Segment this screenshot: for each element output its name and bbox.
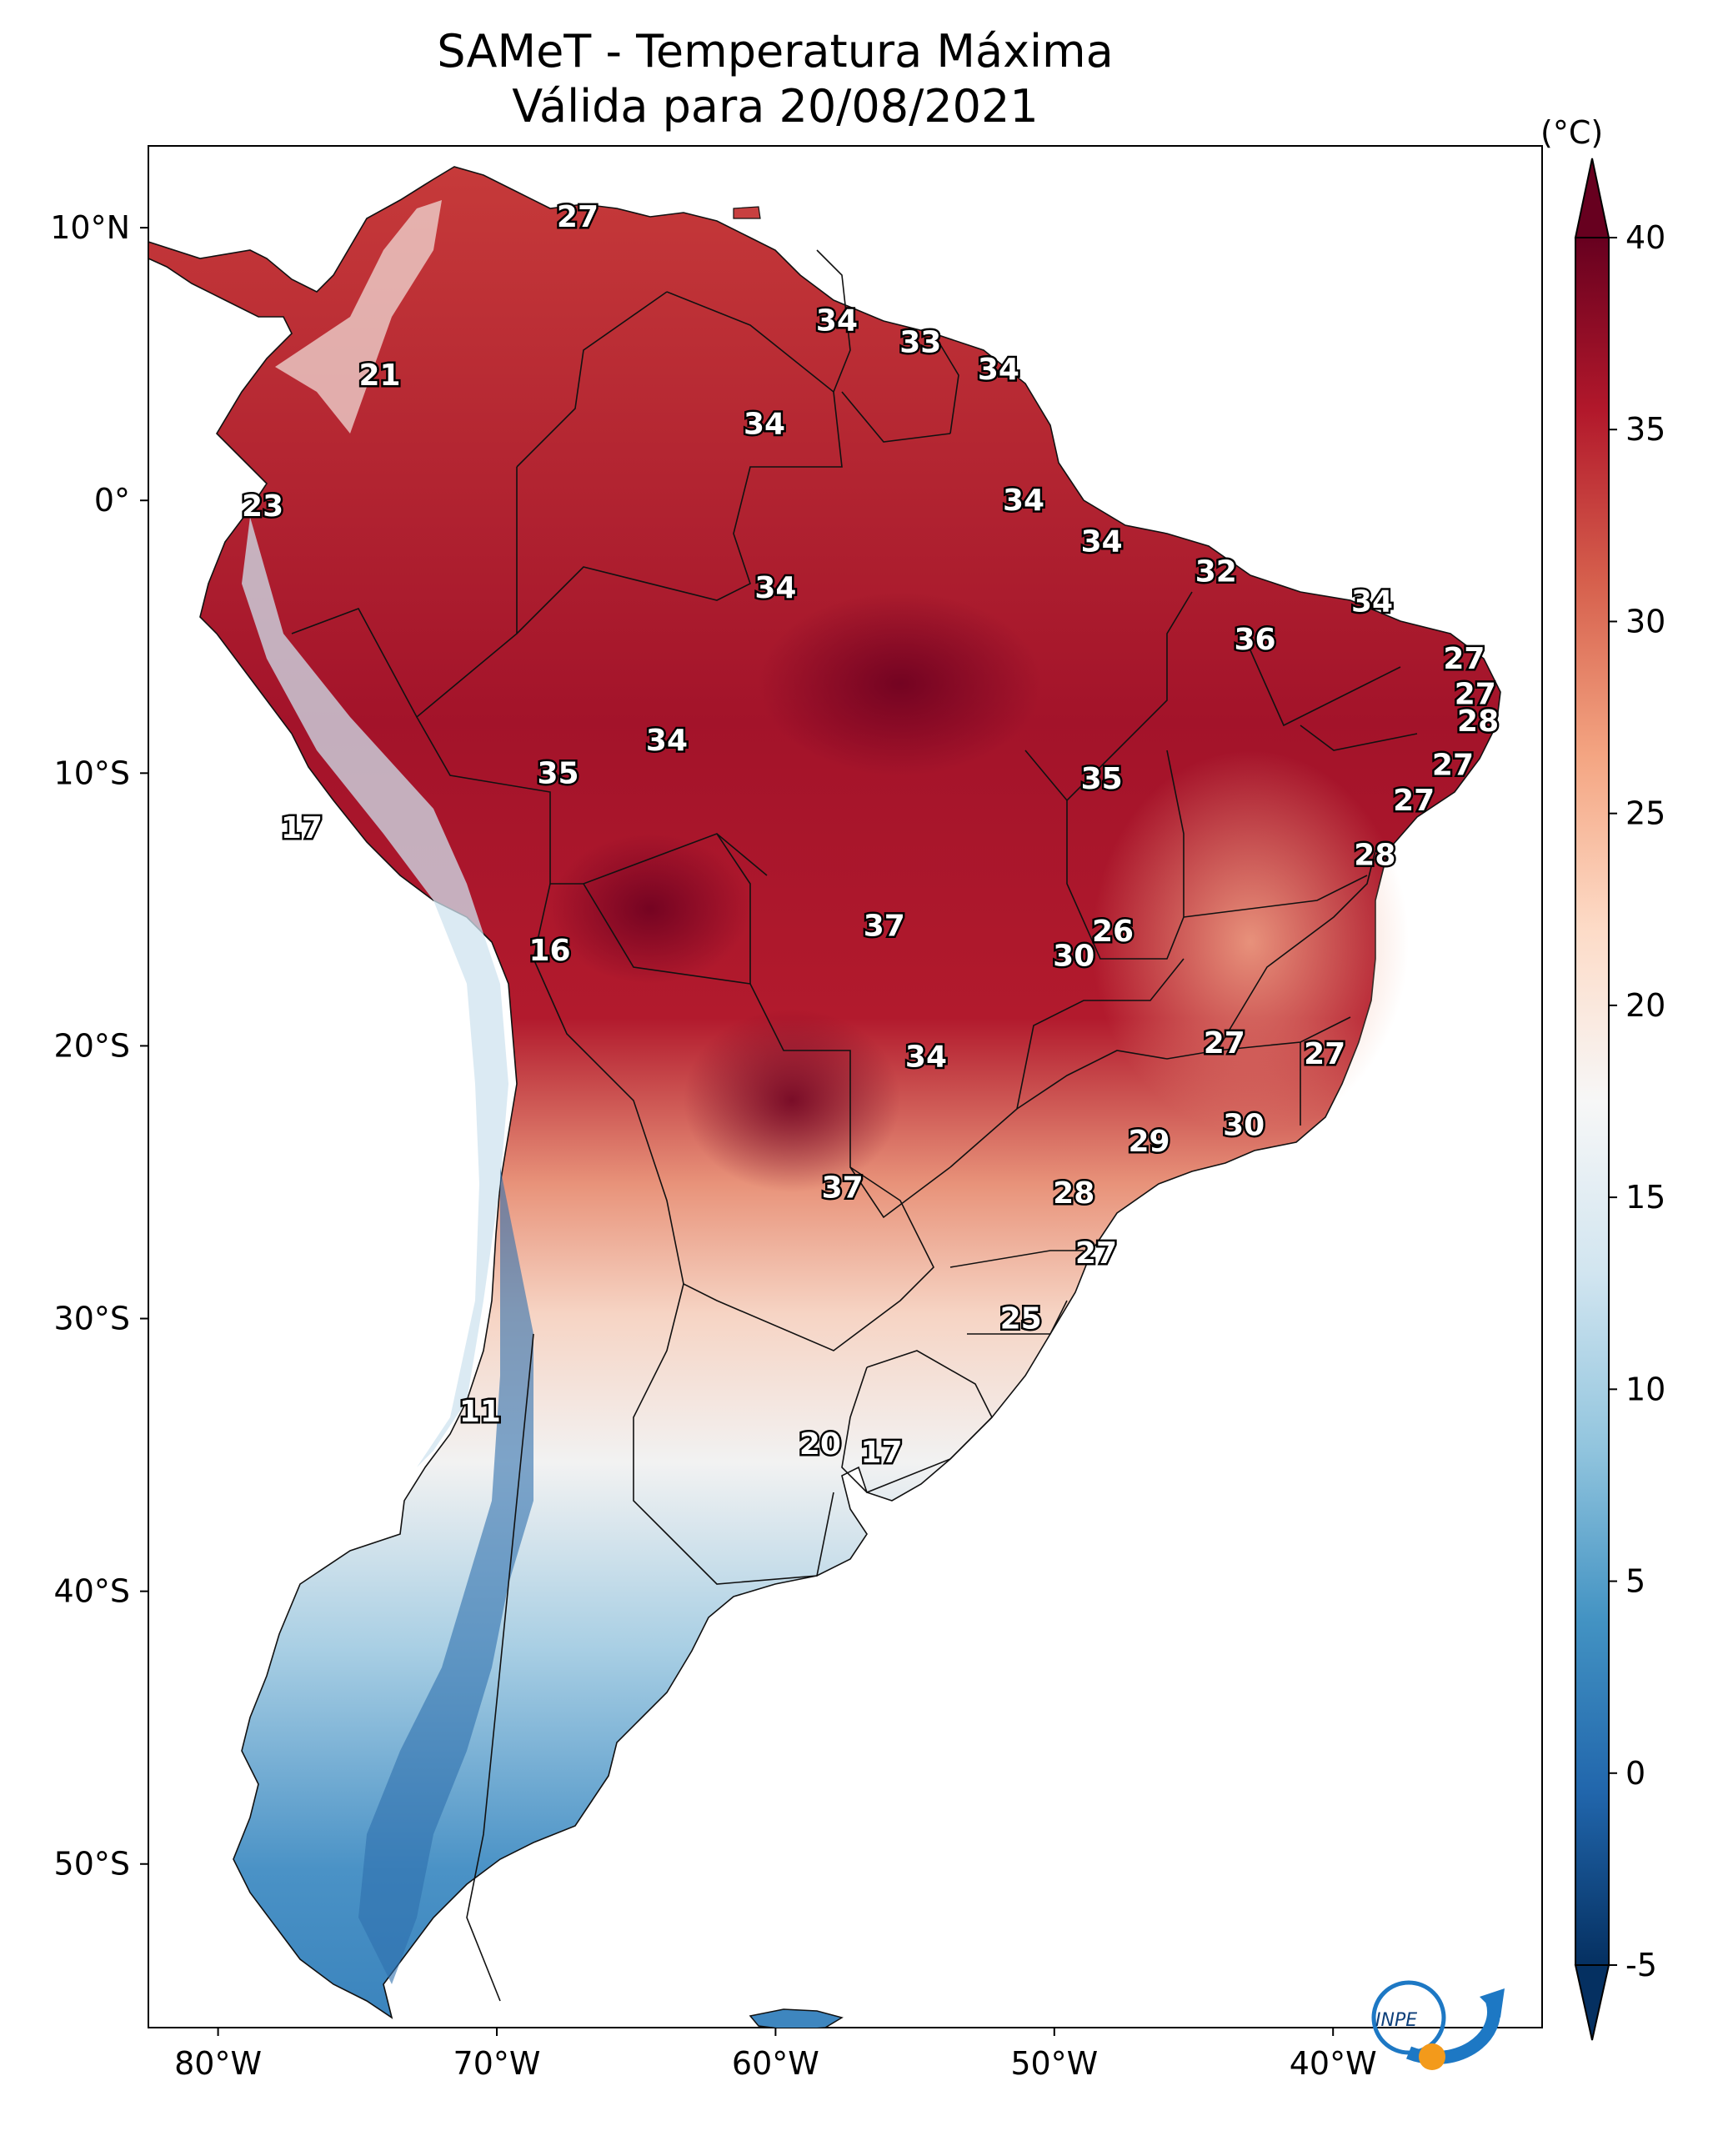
lon-tick-label: 80°W: [174, 2045, 262, 2082]
lon-tick-label: 60°W: [732, 2045, 819, 2082]
station-label: 27: [1443, 642, 1485, 676]
station-label: 34: [1003, 484, 1044, 518]
colorbar-bar: [1575, 237, 1610, 1966]
colorbar: (°C) 40 35 30 25 20 15 10 5 0 -5: [1540, 114, 1665, 2041]
station-label: 27: [1432, 749, 1474, 783]
colorbar-extend-bottom: [1574, 1964, 1610, 2041]
station-label: 27: [1204, 1026, 1245, 1060]
map-title-line2: Válida para 20/08/2021: [512, 80, 1039, 133]
station-label: 34: [816, 303, 858, 338]
colombia-andes-cool: [275, 200, 442, 434]
heat-core-bolivia: [550, 834, 750, 984]
station-label: 11: [459, 1395, 501, 1429]
colorbar-tick-label: 40: [1625, 219, 1665, 256]
colorbar-tick-label: 5: [1625, 1563, 1645, 1600]
station-label: 32: [1195, 554, 1237, 589]
colorbar-tick-label: -5: [1625, 1947, 1657, 1983]
station-label: 25: [1000, 1302, 1042, 1336]
lat-tick-label: 10°S: [54, 755, 130, 791]
station-label: 34: [1081, 524, 1123, 559]
station-label: 21: [358, 358, 400, 393]
lat-tick-label: 20°S: [54, 1027, 130, 1064]
inpe-logo-text: INPE: [1375, 2010, 1417, 2031]
station-label: 34: [646, 724, 688, 758]
station-label: 34: [744, 408, 785, 442]
andes-cool-band: [242, 517, 508, 1467]
station-label: 33: [899, 326, 941, 360]
colorbar-tick-label: 15: [1625, 1179, 1665, 1216]
lon-tick-label: 70°W: [453, 2045, 541, 2082]
station-label: 17: [281, 811, 323, 845]
colorbar-tick-label: 0: [1625, 1755, 1645, 1792]
heat-core-amazon: [759, 592, 1042, 775]
colorbar-unit: (°C): [1540, 114, 1603, 151]
station-label: 28: [1457, 704, 1499, 739]
station-label: 37: [822, 1171, 864, 1206]
colorbar-extend-top: [1574, 158, 1610, 238]
station-label: 27: [557, 200, 599, 234]
andes-cold-south: [358, 1167, 533, 1984]
station-label: 20: [799, 1427, 841, 1462]
colorbar-ticks: 40 35 30 25 20 15 10 5 0 -5: [1609, 219, 1665, 1983]
station-label: 16: [528, 934, 570, 968]
colorbar-tick-label: 25: [1625, 795, 1665, 832]
lat-tick-label: 10°N: [50, 209, 130, 246]
station-label: 27: [1075, 1236, 1117, 1271]
station-label: 28: [1053, 1176, 1094, 1211]
station-label: 34: [978, 353, 1019, 387]
colorbar-tick-label: 20: [1625, 987, 1665, 1024]
continent-layer: [148, 166, 1501, 2028]
lat-tick-label: 30°S: [54, 1301, 130, 1337]
station-label: 36: [1235, 623, 1276, 657]
lon-tick-label: 40°W: [1290, 2045, 1377, 2082]
station-label: 34: [754, 571, 796, 605]
station-label: 26: [1092, 915, 1134, 949]
station-label: 23: [242, 489, 283, 524]
lat-tick-label: 0°: [94, 482, 130, 519]
station-label: 28: [1354, 838, 1395, 872]
colorbar-tick-label: 35: [1625, 411, 1665, 448]
station-label: 30: [1053, 939, 1094, 973]
heat-core-chaco: [684, 1009, 900, 1192]
station-label: 27: [1455, 677, 1496, 711]
station-label: 34: [1351, 584, 1393, 619]
cooler-east-brazil: [1092, 750, 1409, 1134]
station-label: 27: [1304, 1037, 1345, 1071]
station-label: 27: [1393, 784, 1435, 818]
trinidad-island: [733, 206, 761, 219]
colorbar-tick-label: 10: [1625, 1371, 1665, 1407]
latitude-ticks: 10°N 0° 10°S 20°S 30°S 40°S 50°S: [50, 209, 148, 1883]
station-label: 35: [1081, 762, 1123, 796]
station-label: 34: [905, 1040, 947, 1075]
station-label: 29: [1128, 1125, 1170, 1159]
station-label: 30: [1223, 1108, 1265, 1142]
station-label: 17: [860, 1436, 902, 1470]
lat-tick-label: 50°S: [54, 1846, 130, 1883]
colorbar-tick-label: 30: [1625, 603, 1665, 639]
falkland-islands: [749, 2008, 844, 2028]
lat-tick-label: 40°S: [54, 1573, 130, 1610]
longitude-ticks: 80°W 70°W 60°W 50°W 40°W: [174, 2028, 1377, 2082]
map-title-line1: SAMeT - Temperatura Máxima: [437, 25, 1114, 78]
inpe-logo: INPE: [1371, 1980, 1505, 2070]
station-label: 35: [538, 756, 579, 790]
country-borders: [291, 249, 1418, 2002]
station-label: 37: [864, 910, 905, 944]
lon-tick-label: 50°W: [1010, 2045, 1098, 2082]
